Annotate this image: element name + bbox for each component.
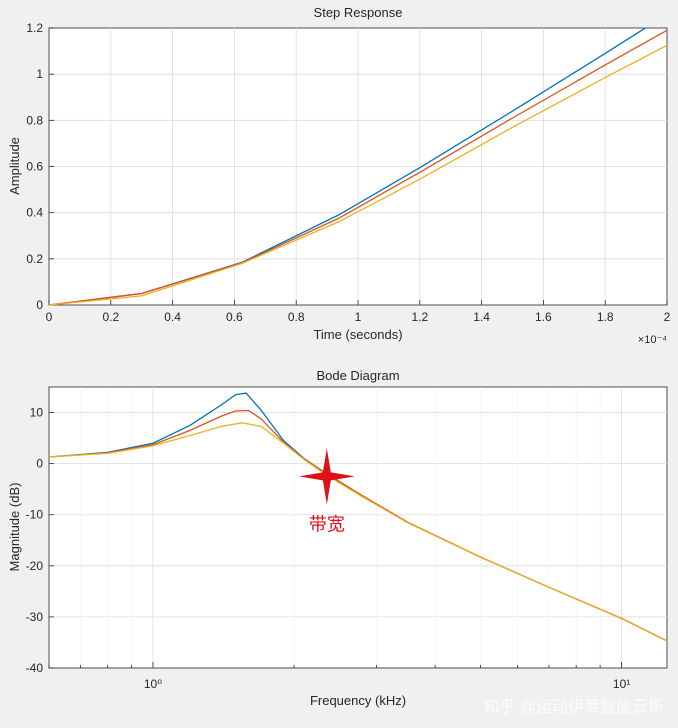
step-ylabel: Amplitude [7,137,22,195]
bode-y-tick-label: 0 [36,457,43,471]
step-x-tick-label: 1 [355,310,362,324]
step-x-exponent: ×10⁻⁴ [638,334,667,346]
bode-plot-area [48,386,668,669]
step-y-tick-label: 0.2 [26,252,43,266]
bode-y-tick-label: -30 [26,610,44,624]
bandwidth-star-marker [298,448,355,505]
step-gridlines [49,28,667,305]
bode-ticks: 10⁰ 10¹ -40 -30 -20 -10 0 10 [26,406,631,691]
step-series-line-2 [48,29,668,306]
bode-y-tick-label: -20 [26,559,44,573]
step-x-tick-label: 0 [46,310,53,324]
step-x-tick-label: 0.2 [102,310,119,324]
step-response-axes: 0 0.2 0.4 0.6 0.8 1 1.2 1.4 1.6 1.8 2 0 0.2 0.4 0.6 0.8… [7,5,671,346]
step-x-tick-label: 0.6 [226,310,243,324]
bode-xlabel: Frequency (kHz) [310,693,406,708]
step-series-line-3 [48,44,668,306]
step-xlabel: Time (seconds) [313,327,402,342]
step-title: Step Response [314,5,403,20]
step-y-tick-label: 1 [36,67,43,81]
step-y-tick-label: 0.6 [26,160,43,174]
step-y-tick-label: 0 [36,298,43,312]
step-x-tick-label: 1.8 [597,310,614,324]
step-ticks: 0 0.2 0.4 0.6 0.8 1 1.2 1.4 1.6 1.8 2 0 0.2 0.4 0.6 0.8… [26,21,670,324]
bode-x-tick-label: 10¹ [613,677,630,691]
step-x-tick-label: 0.8 [288,310,305,324]
bode-series-line-3 [48,422,668,642]
step-x-tick-label: 0.4 [164,310,181,324]
bandwidth-label: 带宽 [309,514,345,534]
step-y-tick-label: 1.2 [26,21,43,35]
bode-ylabel: Magnitude (dB) [7,483,22,572]
bode-gridlines [49,387,667,668]
bode-y-tick-label: -10 [26,508,44,522]
watermark: 知乎 @运动伊莱智能云斯 [483,698,664,716]
step-x-tick-label: 2 [664,310,671,324]
bode-axes: 10⁰ 10¹ -40 -30 -20 -10 0 10 Bode Diagram Frequ… [7,368,668,708]
step-x-tick-label: 1.4 [473,310,490,324]
step-series-lines [48,27,668,306]
bode-y-tick-label: 10 [30,406,44,420]
bode-y-tick-label: -40 [26,661,44,675]
step-y-tick-label: 0.4 [26,206,43,220]
step-x-tick-label: 1.2 [411,310,428,324]
step-y-tick-label: 0.8 [26,113,43,127]
bode-series-lines [48,392,668,642]
bode-title: Bode Diagram [316,368,399,383]
step-x-tick-label: 1.6 [535,310,552,324]
bandwidth-annotation: 带宽 [298,448,355,534]
bode-x-tick-label: 10⁰ [144,677,162,691]
